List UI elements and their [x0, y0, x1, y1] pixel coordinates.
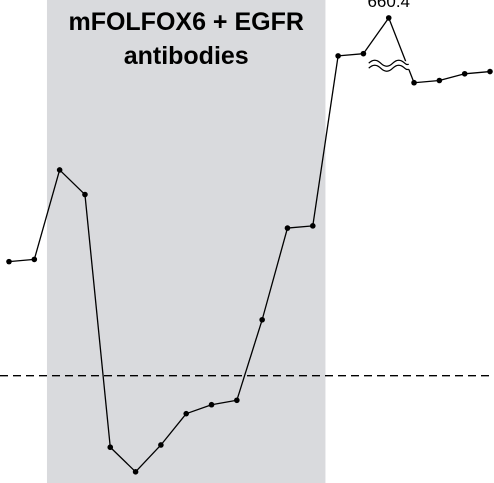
data-point [6, 258, 12, 265]
series-segment [338, 53, 364, 57]
data-point [461, 70, 468, 77]
series-segment [109, 446, 137, 473]
data-point [309, 223, 316, 229]
data-point [487, 68, 493, 75]
data-point [82, 191, 88, 198]
data-point [56, 167, 63, 173]
series-layer [6, 15, 493, 475]
data-point [360, 50, 367, 57]
series-segment [59, 169, 86, 196]
axis-break-wave [368, 64, 410, 72]
axis-break-wave [368, 59, 410, 67]
treatment-label-line-1: mFOLFOX6 + EGFR [68, 8, 303, 36]
data-point [335, 53, 341, 59]
data-point [385, 15, 392, 21]
series-segment [185, 404, 212, 415]
data-point [107, 444, 114, 451]
axis-break-gap [367, 61, 410, 70]
data-point [183, 410, 190, 417]
series-segment [135, 444, 162, 473]
series-segment [160, 413, 187, 446]
series-segment [261, 227, 289, 320]
data-point [436, 77, 443, 84]
treatment-period-shade [46, 0, 326, 483]
series-segment [413, 79, 440, 84]
series-segment [211, 399, 237, 406]
data-point [208, 401, 215, 408]
treatment-label-line-2: antibodies [124, 42, 249, 70]
series-segment [362, 17, 390, 55]
series-segment [464, 70, 491, 75]
data-point [31, 256, 38, 263]
data-point [259, 316, 265, 323]
series-segment [84, 194, 111, 448]
series-segment [312, 55, 339, 226]
data-point [132, 469, 139, 475]
series-segment [439, 73, 465, 82]
data-point [411, 79, 417, 86]
series-segment [8, 258, 35, 263]
series-segment [388, 17, 415, 83]
data-point [234, 397, 240, 404]
series-segment [33, 169, 61, 260]
axis-break-marks [367, 59, 410, 72]
series-segment [236, 319, 263, 401]
data-point [158, 442, 164, 448]
series-segment [287, 225, 313, 229]
data-point [284, 225, 291, 231]
peak-value-label: 660.4 [367, 0, 410, 11]
